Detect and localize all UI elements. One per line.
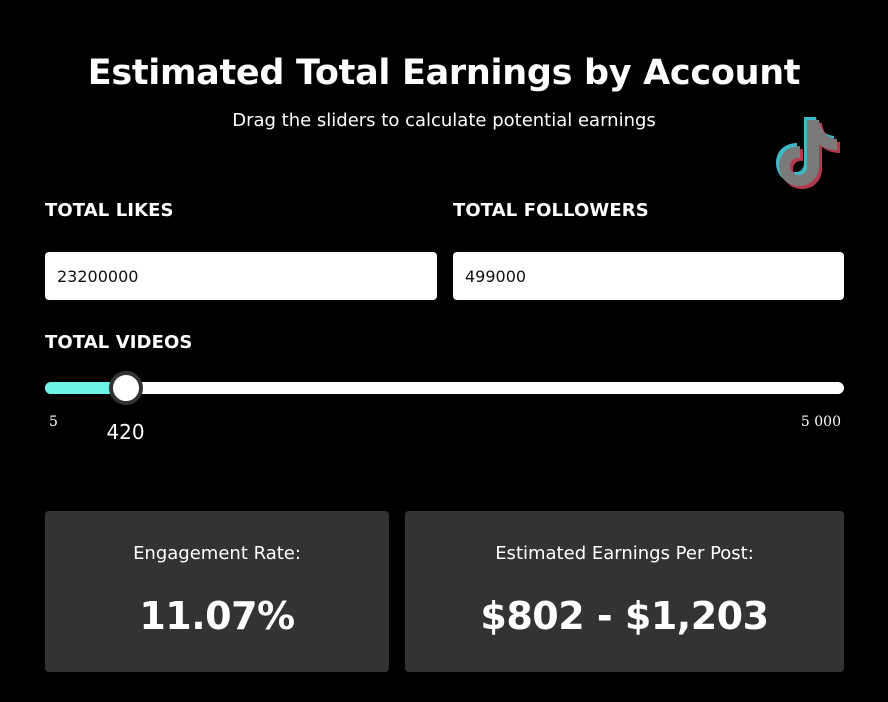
total-videos-label: TOTAL VIDEOS — [45, 332, 193, 353]
total-videos-slider-thumb[interactable] — [108, 371, 143, 405]
total-videos-slider-track[interactable] — [45, 382, 844, 394]
tiktok-logo-icon — [776, 117, 840, 189]
engagement-rate-card: Engagement Rate: 11.07% — [45, 511, 389, 672]
engagement-rate-label: Engagement Rate: — [133, 543, 301, 564]
total-likes-input[interactable] — [45, 252, 437, 300]
total-likes-label: TOTAL LIKES — [45, 200, 174, 221]
page-subtitle: Drag the sliders to calculate potential … — [232, 110, 656, 131]
total-videos-value: 420 — [106, 420, 145, 444]
earnings-per-post-card: Estimated Earnings Per Post: $802 - $1,2… — [405, 511, 844, 672]
total-videos-max-label: 5 000 — [800, 414, 841, 430]
total-videos-slider-fill — [45, 382, 126, 394]
total-videos-min-label: 5 — [49, 414, 58, 430]
earnings-per-post-value: $802 - $1,203 — [480, 594, 769, 638]
engagement-rate-value: 11.07% — [139, 594, 295, 638]
page-title: Estimated Total Earnings by Account — [87, 53, 801, 93]
total-followers-label: TOTAL FOLLOWERS — [453, 200, 649, 221]
earnings-per-post-label: Estimated Earnings Per Post: — [495, 543, 754, 564]
total-followers-input[interactable] — [453, 252, 844, 300]
